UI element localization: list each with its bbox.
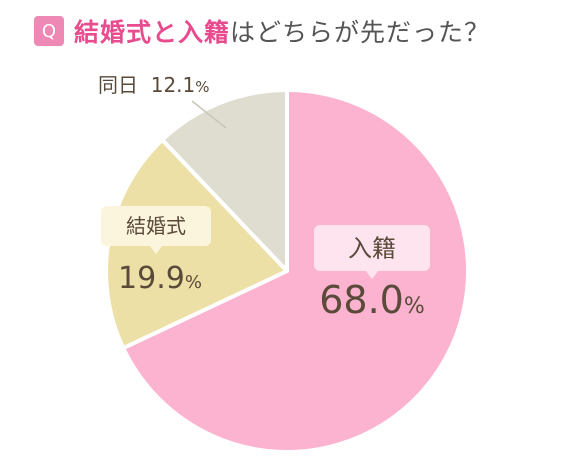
question-title: Q 結婚式と入籍はどちらが先だった？ [34,14,490,48]
pie-slice-doujitsu [160,88,289,273]
question-rest: はどちらが先だった？ [230,18,491,47]
q-badge: Q [34,16,64,46]
question-highlight: 結婚式と入籍 [74,18,231,47]
label-bubble-tail-kekkonshiki [149,245,163,254]
label-bubble-kekkonshiki [101,206,211,246]
slice-value-kekkonshiki: 19.9% [118,261,202,296]
slice-label-kekkonshiki: 結婚式 [126,214,186,238]
label-bubble-nyuseki [314,225,430,271]
label-bubble-tail-nyuseki [365,270,379,279]
slice-label-nyuseki: 入籍 [348,235,396,263]
leader-line-doujitsu [191,100,227,129]
slice-label-doujitsu: 同日 12.1% [98,73,210,97]
pie-slice-nyuseki [121,88,470,454]
question-text: 結婚式と入籍はどちらが先だった？ [74,13,490,49]
slice-value-nyuseki: 68.0% [319,278,425,322]
